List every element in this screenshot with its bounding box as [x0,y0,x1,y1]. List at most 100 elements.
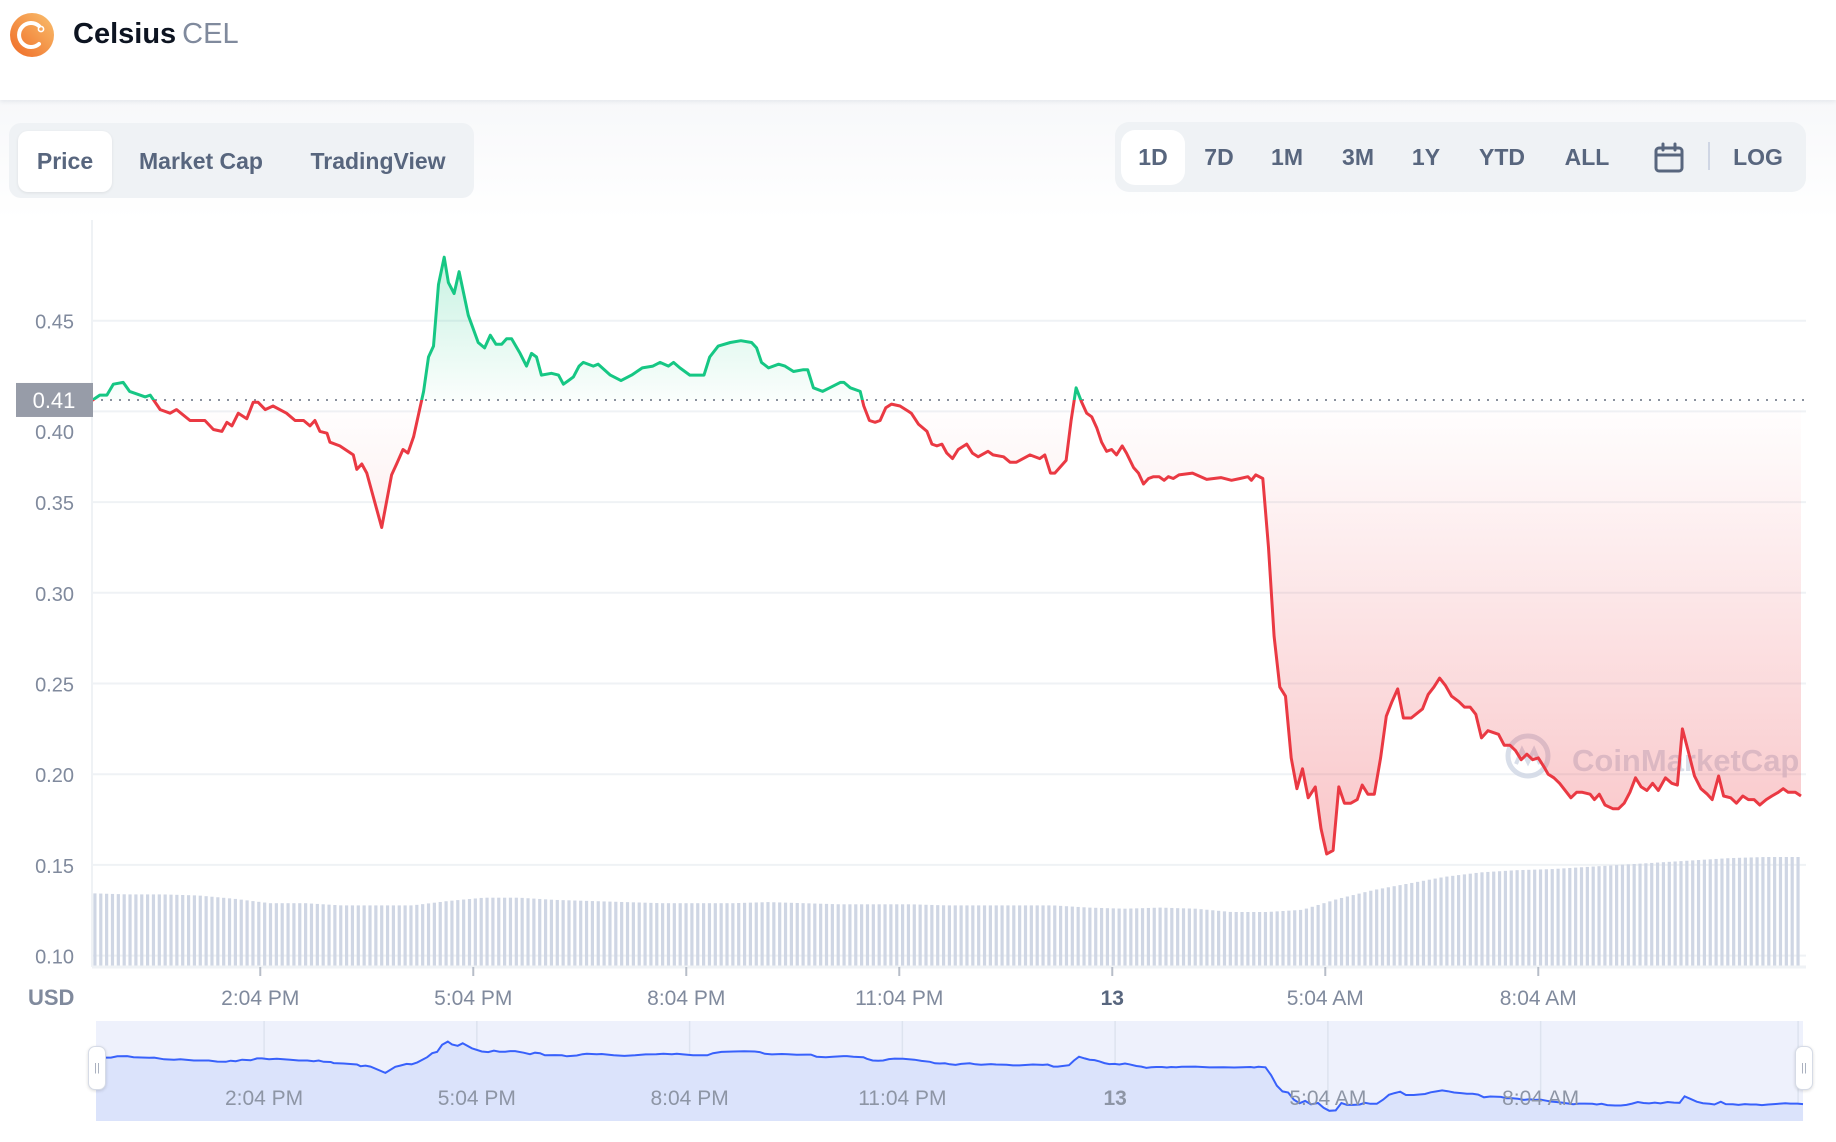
volume-bar [719,903,723,967]
volume-bar [462,899,466,967]
volume-bar [1515,870,1519,967]
volume-bar [1626,864,1630,967]
volume-bar [918,904,922,967]
volume-bar [432,902,436,967]
volume-bar [707,903,712,967]
volume-bar [549,899,554,967]
volume-bar [889,904,893,967]
volume-bar [608,901,612,967]
volume-bar [807,903,811,967]
volume-bar [696,903,700,967]
volume-bar [157,894,161,967]
volume-bar [1386,887,1390,967]
volume-bar [824,903,829,967]
volume-bar [584,900,589,967]
volume-bar [1743,857,1747,967]
range-7d-button[interactable]: 7D [1204,144,1234,170]
volume-bar [438,901,442,967]
volume-bar [1784,857,1788,967]
volume-bar [1199,909,1203,967]
volume-bar [450,900,454,967]
range-ytd-button[interactable]: YTD [1479,144,1525,170]
volume-bar [362,905,366,967]
volume-bar [426,903,431,967]
log-scale-button[interactable]: LOG [1733,144,1783,170]
volume-bar [672,903,676,967]
volume-bar [982,905,987,967]
volume-bar [813,903,817,967]
volume-bar [1421,880,1426,967]
volume-bar [1351,895,1355,967]
volume-bar [1158,907,1162,967]
tab-tradingview[interactable]: TradingView [310,148,446,174]
volume-bar [1574,867,1578,967]
tab-market-cap[interactable]: Market Cap [139,148,263,174]
current-price-tag: 0.41 [16,382,93,417]
volume-bar [280,903,284,967]
range-1d-button[interactable]: 1D [1121,130,1185,185]
volume-bar [245,900,249,967]
calendar-icon[interactable] [1653,142,1685,174]
time-range-selector: 1D 7D 1M 3M 1Y YTD ALL LOG [1115,122,1806,192]
navigator-right-handle[interactable]: || [1795,1046,1813,1090]
volume-bar [848,904,852,967]
volume-bar [1170,907,1174,967]
volume-bar [1509,870,1513,967]
volume-bar [836,904,840,967]
volume-bar [514,897,518,967]
navigator[interactable]: 2:04 PM 5:04 PM 8:04 PM 11:04 PM 13 5:04 AM 8:… [95,1021,1804,1121]
volume-bar [479,897,483,967]
volume-bar [1187,908,1191,967]
volume-bar [795,902,799,967]
volume-bar [573,900,577,967]
navigator-line [95,1040,1804,1112]
navigator-left-handle[interactable]: || [88,1046,106,1090]
currency-label: USD [28,985,74,1010]
volume-bar [1538,869,1543,967]
volume-bar [1439,877,1443,967]
volume-bar [930,904,934,967]
volume-bar [99,893,103,967]
volume-bar [140,894,144,967]
volume-bar [1047,905,1051,967]
navigator-tick-label: 8:04 PM [650,1087,728,1110]
volume-bar [175,894,179,967]
volume-bar [1790,857,1794,967]
volume-bar [192,895,197,967]
range-1m-button[interactable]: 1M [1271,144,1303,170]
volume-bar [1638,863,1642,967]
volume-bar [1310,906,1314,967]
volume-bar [128,894,132,967]
range-3m-button[interactable]: 3M [1342,144,1374,170]
volume-bar [1146,907,1151,967]
volume-bar [1691,860,1695,967]
volume-bar [274,903,278,967]
volume-bar [198,895,202,967]
volume-bar [830,904,834,967]
volume-bar [994,905,998,967]
volume-bar [690,903,694,967]
volume-bar [1287,910,1291,967]
volume-bar [146,894,150,967]
volume-bar [579,900,583,967]
volume-bar [1252,912,1256,967]
volume-bar [1632,864,1636,967]
volume-bar [1609,865,1613,967]
volume-bar [1222,911,1227,967]
range-all-button[interactable]: ALL [1564,144,1610,170]
range-1y-button[interactable]: 1Y [1411,144,1441,170]
volume-bar [385,905,390,967]
volume-bar [1392,886,1396,967]
volume-bar [801,903,805,967]
tab-price[interactable]: Price [18,131,112,192]
volume-bar [1023,905,1028,967]
volume-bar [865,904,870,967]
volume-bar [725,903,729,967]
volume-bar [783,902,788,967]
volume-bar [1767,857,1771,967]
volume-bar [110,893,115,967]
volume-bar [239,899,243,967]
volume-bar [854,904,858,967]
volume-bar [1404,884,1408,967]
